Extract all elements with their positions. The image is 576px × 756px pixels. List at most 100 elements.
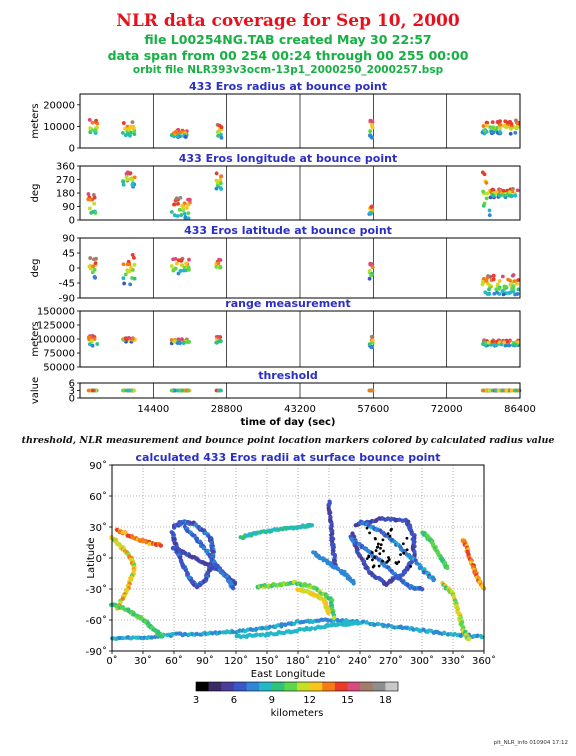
data-point: [491, 125, 495, 130]
data-point: [486, 340, 491, 345]
data-point: [176, 258, 181, 263]
data-point: [184, 206, 189, 210]
data-point: [218, 178, 223, 183]
data-point: [172, 213, 177, 218]
colorbar-tick-label: 15: [341, 695, 354, 706]
data-point: [90, 343, 95, 348]
data-point: [507, 291, 512, 295]
y-tick-label: 50000: [43, 363, 75, 374]
data-point: [516, 287, 521, 292]
bounce-point: [370, 551, 374, 554]
data-point: [122, 281, 127, 286]
bounce-point: [304, 625, 309, 630]
map-x-tick-label: 330˚: [441, 655, 465, 667]
data-point: [508, 131, 513, 136]
data-point: [91, 264, 96, 269]
data-point: [185, 340, 190, 344]
data-point: [369, 273, 374, 278]
bounce-point: [267, 624, 273, 629]
data-point: [511, 289, 516, 294]
colorbar-swatch: [208, 682, 222, 691]
map-x-axis-label: East Longitude: [251, 669, 326, 680]
bounce-point: [374, 549, 378, 552]
data-point: [184, 261, 189, 266]
data-point: [487, 388, 492, 393]
data-point: [370, 388, 375, 393]
data-point: [214, 171, 219, 176]
data-point: [505, 339, 510, 344]
map-y-tick-label: -30˚: [86, 584, 107, 596]
data-point: [496, 388, 501, 393]
bounce-point: [194, 631, 199, 636]
y-tick-label: 6: [69, 379, 75, 390]
y-tick-label: 180: [56, 189, 75, 200]
data-point: [121, 388, 125, 393]
bounce-point: [364, 620, 369, 625]
bounce-point: [371, 558, 374, 562]
colorbar-swatch: [385, 682, 399, 691]
data-point: [175, 134, 180, 139]
colorbar-swatch: [271, 682, 285, 691]
data-point: [169, 210, 174, 214]
data-point: [92, 267, 97, 272]
data-point: [175, 341, 180, 345]
timeseries-panel-2: deg: [30, 165, 521, 221]
data-point: [132, 262, 137, 267]
data-point: [218, 265, 223, 269]
data-point: [180, 203, 185, 208]
data-point: [89, 338, 94, 343]
data-point: [121, 262, 126, 267]
data-point: [129, 265, 133, 270]
data-point: [175, 388, 180, 393]
data-point: [125, 170, 130, 175]
x-tick-label: 43200: [284, 404, 316, 415]
data-point: [121, 121, 126, 125]
data-point: [123, 126, 128, 131]
data-point: [88, 130, 93, 135]
data-span: data span from 00 254 00:24 through 00 2…: [107, 48, 469, 63]
colorbar-swatch: [259, 682, 273, 691]
data-point: [132, 132, 137, 137]
data-point: [88, 256, 93, 260]
data-point: [367, 268, 372, 273]
data-point: [370, 338, 375, 343]
bounce-point: [420, 587, 425, 592]
data-point: [130, 336, 135, 341]
y-axis-label: deg: [30, 259, 41, 278]
data-point: [92, 195, 97, 200]
bounce-point: [445, 565, 450, 571]
data-point: [216, 261, 221, 266]
data-point: [93, 128, 98, 133]
data-point: [186, 197, 190, 202]
colorbar-swatch: [221, 682, 235, 691]
map-x-tick-label: 90˚: [196, 655, 214, 667]
data-point: [219, 132, 223, 137]
colorbar-swatch: [233, 682, 247, 691]
map-y-tick-label: 30˚: [89, 522, 107, 534]
bounce-point: [365, 526, 369, 530]
data-point: [92, 201, 97, 206]
data-point: [497, 286, 501, 291]
panel-title: 433 Eros radius at bounce point: [189, 80, 387, 93]
map-y-tick-label: -60˚: [86, 615, 107, 627]
data-point: [92, 257, 96, 262]
data-point: [499, 342, 504, 347]
colorbar-tick-label: 18: [379, 695, 392, 706]
data-point: [496, 192, 501, 197]
data-point: [131, 126, 136, 131]
data-point: [513, 130, 518, 135]
bounce-point: [399, 553, 402, 557]
colorbar-tick-label: 9: [269, 695, 275, 706]
data-point: [130, 120, 135, 125]
bounce-point: [379, 543, 383, 547]
bounce-point: [327, 511, 332, 516]
y-tick-label: 270: [56, 175, 75, 186]
x-axis-label: time of day (sec): [241, 417, 336, 428]
data-point: [216, 130, 221, 135]
data-point: [488, 125, 493, 130]
data-point: [507, 343, 512, 348]
data-point: [86, 388, 91, 393]
data-point: [219, 174, 223, 179]
data-point: [95, 342, 100, 346]
colorbar-swatch: [360, 682, 374, 691]
